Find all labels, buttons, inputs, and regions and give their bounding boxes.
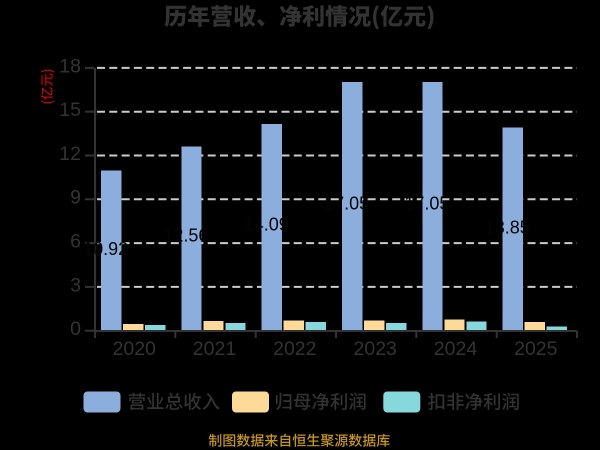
svg-text:2021: 2021 [193, 338, 236, 360]
svg-text:6: 6 [70, 231, 81, 253]
svg-text:2024: 2024 [434, 338, 478, 360]
svg-text:18: 18 [59, 55, 81, 77]
svg-text:13.85: 13.85 [485, 217, 530, 237]
svg-text:17.05: 17.05 [324, 194, 369, 214]
svg-text:12.56: 12.56 [163, 226, 208, 246]
svg-text:9: 9 [70, 187, 81, 209]
svg-text:15: 15 [59, 99, 81, 121]
svg-text:2023: 2023 [354, 338, 397, 360]
svg-text:0: 0 [70, 318, 81, 340]
svg-text:2022: 2022 [273, 338, 316, 360]
svg-text:2025: 2025 [514, 338, 558, 360]
svg-text:10.92: 10.92 [83, 239, 128, 259]
svg-text:3: 3 [70, 274, 81, 296]
svg-text:17.05: 17.05 [404, 194, 449, 214]
svg-text:12: 12 [59, 143, 81, 165]
svg-text:2020: 2020 [113, 338, 157, 360]
svg-text:14.09: 14.09 [244, 215, 289, 235]
